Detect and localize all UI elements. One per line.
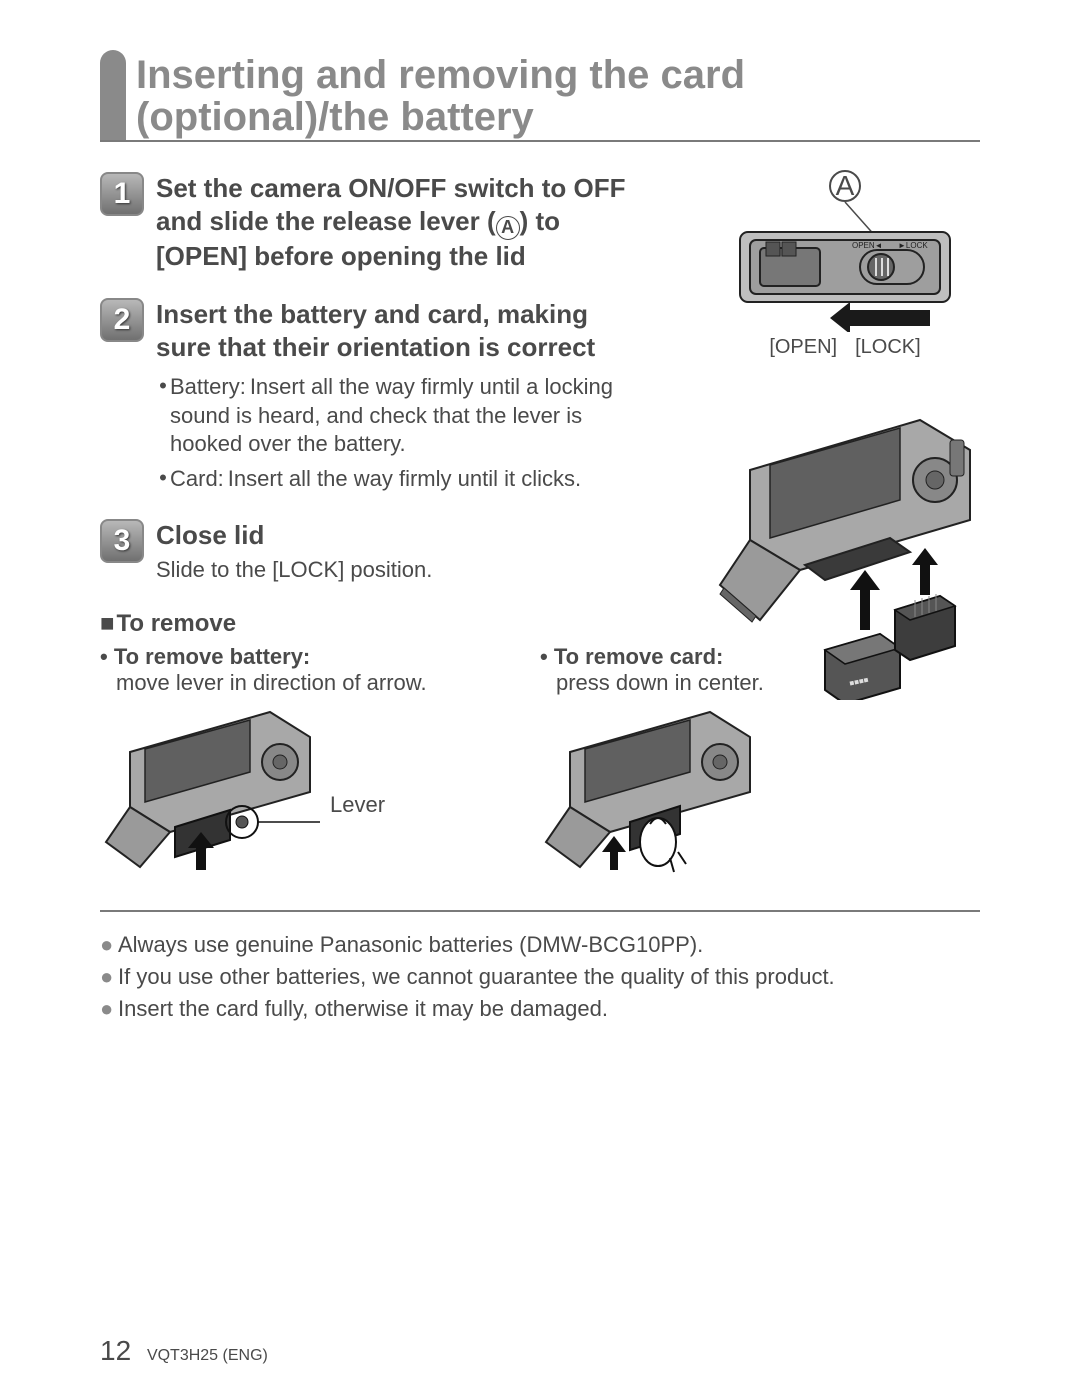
step-3-sub: Slide to the [LOCK] position. [156,556,640,585]
page-title: Inserting and removing the card (optiona… [136,50,980,140]
title-tab [100,50,126,140]
circled-a-inline: A [496,216,520,240]
figure-column: A OPEN◄ ►LOCK [OPEN] [LOCK] [710,170,980,700]
step-2-b1-label: Battery: [170,374,250,399]
open-label: [OPEN] [769,336,837,359]
notes: ●Always use genuine Panasonic batteries … [100,930,980,1023]
figure-a: A OPEN◄ ►LOCK [OPEN] [LOCK] [710,170,980,380]
divider [100,910,980,912]
circled-a-label: A [829,170,861,202]
bullet-dot-icon: ● [100,962,118,992]
step-2-b2-text: Insert all the way firmly until it click… [228,466,581,491]
tiny-lock-label: ►LOCK [898,241,928,250]
step-2: 2 Insert the battery and card, making su… [100,298,640,493]
step-number-3: 3 [100,519,144,563]
doc-code: VQT3H25 (ENG) [147,1347,268,1364]
bullet-dot-icon: ● [100,994,118,1024]
figure-b: ■■■■ [710,390,980,700]
remove-battery-fig [100,702,320,877]
step-3-heading: Close lid [156,519,640,552]
remove-battery-col: To remove battery: move lever in directi… [100,644,500,882]
title-bar: Inserting and removing the card (optiona… [100,50,980,142]
remove-battery-head: To remove battery: [100,644,500,670]
step-number-2: 2 [100,298,144,342]
bullet-dot: • [156,465,170,494]
remove-card-fig [540,702,760,877]
note-2: If you use other batteries, we cannot gu… [118,962,835,992]
bullet-dot-icon: ● [100,930,118,960]
step-2-b2-label: Card: [170,466,228,491]
step-1-heading: Set the camera ON/OFF switch to OFF and … [156,172,640,272]
tiny-open-label: OPEN◄ [852,241,883,250]
step-2-heading: Insert the battery and card, making sure… [156,298,640,363]
page-number: 12 [100,1335,131,1366]
bullet-dot: • [156,373,170,459]
lever-label: Lever [330,792,385,818]
note-3: Insert the card fully, otherwise it may … [118,994,608,1024]
note-1: Always use genuine Panasonic batteries (… [118,930,703,960]
page-footer: 12 VQT3H25 (ENG) [100,1335,268,1367]
step-3: 3 Close lid Slide to the [LOCK] position… [100,519,640,584]
step-1: 1 Set the camera ON/OFF switch to OFF an… [100,172,640,272]
step-number-1: 1 [100,172,144,216]
remove-battery-text: move lever in direction of arrow. [116,670,500,696]
lock-label: [LOCK] [855,336,921,359]
